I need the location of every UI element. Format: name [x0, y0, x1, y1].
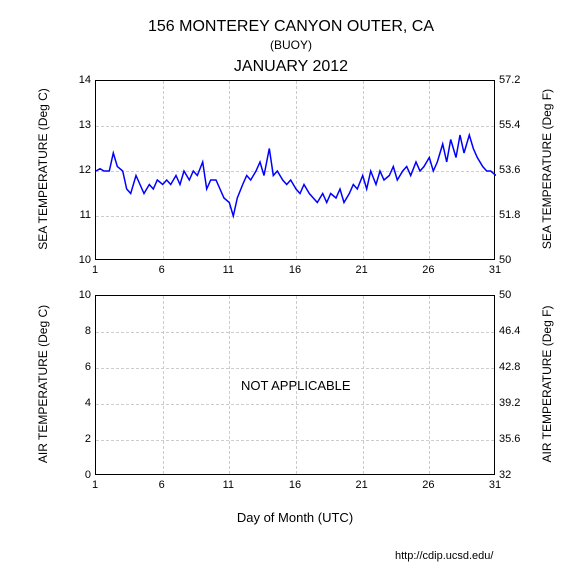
grid-line-vertical [229, 296, 230, 474]
y-left-tick-label: 10 [67, 289, 91, 301]
x-tick-label: 6 [152, 479, 172, 491]
y-right-tick-label: 55.4 [499, 119, 529, 131]
credit-text: http://cdip.ucsd.edu/ [395, 550, 493, 562]
chart1-y-label-right: SEA TEMPERATURE (Deg F) [540, 79, 554, 259]
air-temperature-chart: NOT APPLICABLE [95, 295, 495, 475]
y-right-tick-label: 50 [499, 289, 529, 301]
not-applicable-text: NOT APPLICABLE [241, 378, 351, 393]
grid-line-vertical [163, 296, 164, 474]
y-right-tick-label: 57.2 [499, 74, 529, 86]
y-left-tick-label: 4 [67, 397, 91, 409]
y-right-tick-label: 32 [499, 469, 529, 481]
y-left-tick-label: 6 [67, 361, 91, 373]
y-left-tick-label: 12 [67, 164, 91, 176]
x-tick-label: 11 [218, 479, 238, 491]
x-tick-label: 6 [152, 264, 172, 276]
grid-line-vertical [363, 296, 364, 474]
y-right-tick-label: 53.6 [499, 164, 529, 176]
y-right-tick-label: 39.2 [499, 397, 529, 409]
x-tick-label: 21 [352, 264, 372, 276]
chart2-y-label-left: AIR TEMPERATURE (Deg C) [36, 294, 50, 474]
y-left-tick-label: 13 [67, 119, 91, 131]
y-left-tick-label: 8 [67, 325, 91, 337]
sea-temperature-chart [95, 80, 495, 260]
grid-line-horizontal [96, 368, 494, 369]
x-tick-label: 26 [418, 479, 438, 491]
y-left-tick-label: 2 [67, 433, 91, 445]
chart-container: 156 MONTEREY CANYON OUTER, CA (BUOY) JAN… [0, 0, 582, 581]
y-left-tick-label: 10 [67, 254, 91, 266]
grid-line-horizontal [96, 404, 494, 405]
title-main: 156 MONTEREY CANYON OUTER, CA [0, 18, 582, 36]
x-tick-label: 21 [352, 479, 372, 491]
y-left-tick-label: 14 [67, 74, 91, 86]
x-tick-label: 16 [285, 479, 305, 491]
grid-line-horizontal [96, 332, 494, 333]
y-right-tick-label: 50 [499, 254, 529, 266]
data-series-line [96, 81, 496, 261]
y-left-tick-label: 0 [67, 469, 91, 481]
y-right-tick-label: 42.8 [499, 361, 529, 373]
chart1-y-label-left: SEA TEMPERATURE (Deg C) [36, 79, 50, 259]
x-axis-label: Day of Month (UTC) [95, 510, 495, 525]
x-tick-label: 26 [418, 264, 438, 276]
title-sub: (BUOY) [0, 38, 582, 52]
x-tick-label: 16 [285, 264, 305, 276]
y-left-tick-label: 11 [67, 209, 91, 221]
chart2-y-label-right: AIR TEMPERATURE (Deg F) [540, 294, 554, 474]
x-tick-label: 11 [218, 264, 238, 276]
grid-line-horizontal [96, 440, 494, 441]
grid-line-vertical [429, 296, 430, 474]
y-right-tick-label: 35.6 [499, 433, 529, 445]
y-right-tick-label: 51.8 [499, 209, 529, 221]
y-right-tick-label: 46.4 [499, 325, 529, 337]
